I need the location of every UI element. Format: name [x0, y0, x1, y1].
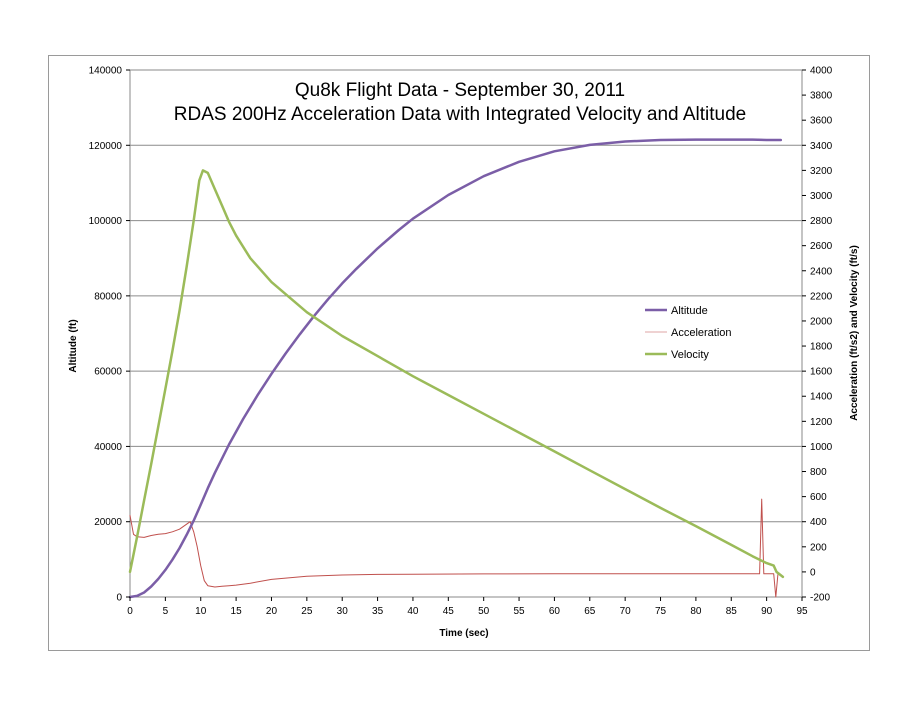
left-axis-ticks: 0 20000 40000 60000 80000 100000 120000 140000 [89, 66, 130, 604]
x-tick-label-1: 5 [163, 606, 169, 617]
legend-label-acceleration: Acceleration [671, 327, 732, 339]
right-tick-label-17: 3200 [810, 166, 833, 177]
right-tick-label-4: 600 [810, 492, 827, 503]
x-tick-label-8: 40 [407, 606, 419, 617]
right-tick-label-3: 400 [810, 517, 827, 528]
right-tick-label-19: 3600 [810, 116, 833, 127]
legend-label-altitude: Altitude [671, 305, 708, 317]
series-lines [128, 138, 785, 599]
right-tick-label-2: 200 [810, 542, 827, 553]
right-tick-label-21: 4000 [810, 66, 833, 77]
x-tick-label-14: 70 [620, 606, 632, 617]
left-tick-label-4: 80000 [94, 291, 122, 302]
right-tick-label-5: 800 [810, 467, 827, 478]
x-tick-label-13: 65 [584, 606, 596, 617]
x-tick-label-7: 35 [372, 606, 384, 617]
x-tick-label-9: 45 [443, 606, 455, 617]
x-tick-label-18: 90 [761, 606, 773, 617]
left-tick-label-2: 40000 [94, 442, 122, 453]
left-axis-title: Altitude (ft) [68, 319, 79, 372]
left-tick-label-5: 100000 [89, 216, 123, 227]
right-tick-label-9: 1600 [810, 367, 833, 378]
series-line-altitude [128, 138, 783, 599]
right-tick-label-14: 2600 [810, 241, 833, 252]
left-tick-label-3: 60000 [94, 367, 122, 378]
right-tick-label-1: 0 [810, 567, 816, 578]
x-tick-label-4: 20 [266, 606, 278, 617]
x-tick-label-11: 55 [513, 606, 525, 617]
x-tick-label-16: 80 [690, 606, 702, 617]
chart-title-line1: Qu8k Flight Data - September 30, 2011 [295, 80, 625, 101]
gridlines [130, 69, 802, 598]
right-tick-label-0: -200 [810, 593, 830, 604]
x-tick-label-3: 15 [231, 606, 243, 617]
x-tick-label-17: 85 [726, 606, 738, 617]
flight-data-chart: 020000400006000080000100000120000140000 … [68, 66, 860, 640]
right-tick-label-8: 1400 [810, 392, 833, 403]
x-tick-label-5: 25 [301, 606, 313, 617]
x-tick-label-10: 50 [478, 606, 490, 617]
x-axis-title: Time (sec) [439, 628, 488, 639]
left-tick-label-1: 20000 [94, 517, 122, 528]
chart-frame: 0 20000 40000 60000 80000 100000 120000 140000 … [48, 55, 870, 651]
chart-title-line2: RDAS 200Hz Acceleration Data with Integr… [174, 104, 746, 125]
right-tick-label-16: 3000 [810, 191, 833, 202]
right-tick-label-18: 3400 [810, 141, 833, 152]
x-tick-label-6: 30 [337, 606, 349, 617]
right-axis-title: Acceleration (ft/s2) and Velocity (ft/s) [849, 245, 860, 421]
right-tick-label-7: 1200 [810, 417, 833, 428]
right-axis-ticks: -200 0 200 400 600 800 1000 1200 1400 1600 1800 200… [802, 66, 833, 604]
x-tick-label-0: 0 [127, 606, 133, 617]
right-tick-label-15: 2800 [810, 216, 833, 227]
x-tick-label-15: 75 [655, 606, 667, 617]
x-tick-label-2: 10 [195, 606, 207, 617]
left-tick-label-0: 0 [116, 593, 122, 604]
right-tick-label-20: 3800 [810, 91, 833, 102]
plot-area [129, 69, 803, 598]
legend-label-velocity: Velocity [671, 349, 709, 361]
left-tick-label-7: 140000 [89, 66, 123, 77]
series-line-acceleration [129, 498, 782, 598]
x-tick-label-12: 60 [549, 606, 561, 617]
right-tick-label-13: 2400 [810, 266, 833, 277]
right-tick-label-12: 2200 [810, 291, 833, 302]
legend: Altitude Acceleration Velocity [645, 305, 732, 361]
x-tick-label-19: 95 [796, 606, 808, 617]
left-tick-label-6: 120000 [89, 141, 123, 152]
right-tick-label-6: 1000 [810, 442, 833, 453]
x-axis-ticks: 0 5 10 15 20 25 30 35 40 45 50 55 60 65 70 75 80 85 90 95 [127, 597, 808, 617]
right-tick-label-10: 1800 [810, 342, 833, 353]
series-line-velocity [128, 169, 785, 579]
right-tick-label-11: 2000 [810, 316, 833, 327]
